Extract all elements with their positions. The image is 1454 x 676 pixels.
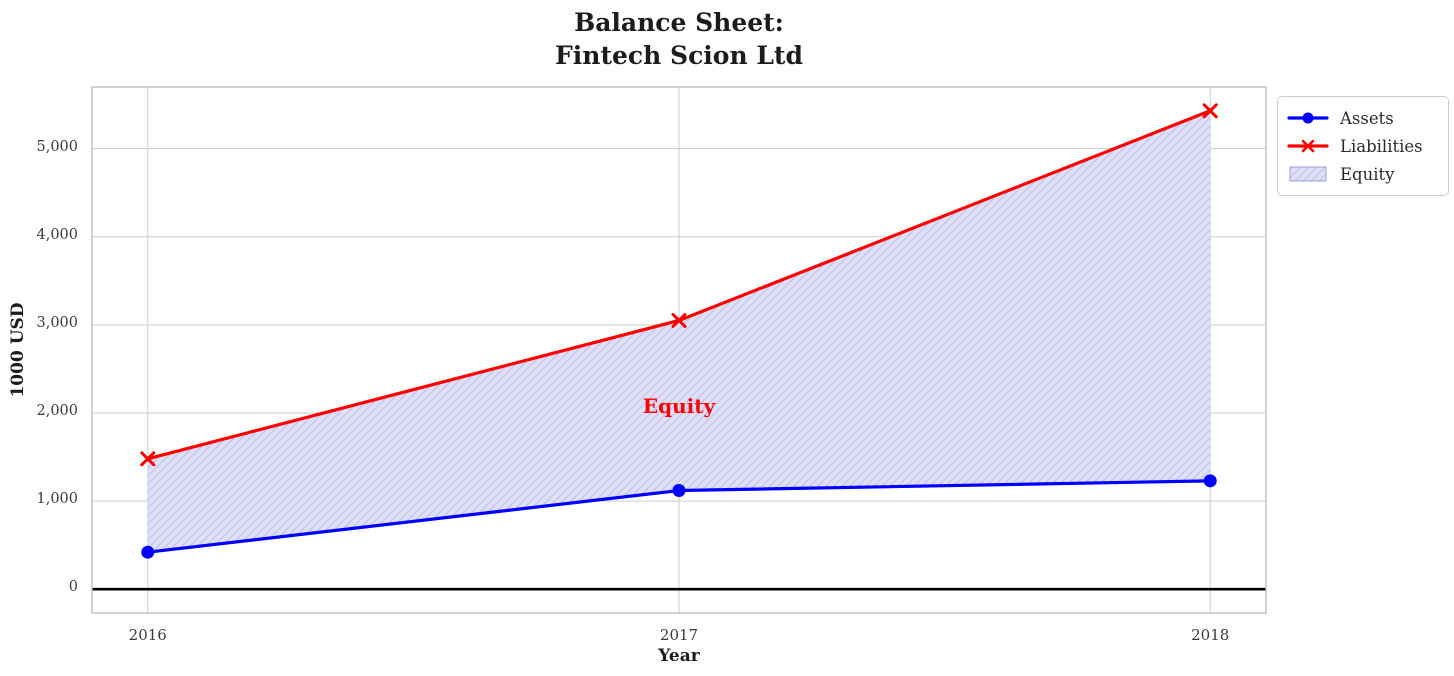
legend-swatch-equity xyxy=(1289,166,1327,182)
plot-border xyxy=(91,86,1267,614)
x-tick-label: 2016 xyxy=(128,626,167,644)
y-tick-label: 2,000 xyxy=(36,402,78,419)
y-tick-label: 5,000 xyxy=(36,138,78,155)
legend: Assets Liabilities Equity xyxy=(1277,96,1449,196)
legend-label-equity: Equity xyxy=(1340,164,1395,184)
legend-item-assets: Assets xyxy=(1287,104,1440,132)
assets-marker xyxy=(1203,474,1217,488)
legend-label-assets: Assets xyxy=(1340,108,1394,128)
chart-title-line1: Balance Sheet: xyxy=(574,8,784,37)
liabilities-marker xyxy=(671,312,687,328)
chart-title-line2: Fintech Scion Ltd xyxy=(555,41,803,70)
x-tick-label: 2017 xyxy=(659,626,699,644)
liabilities-marker xyxy=(1202,103,1218,119)
y-tick-label: 4,000 xyxy=(36,226,78,243)
legend-label-liabilities: Liabilities xyxy=(1340,136,1423,156)
liabilities-marker xyxy=(140,451,156,467)
legend-swatch-liabilities xyxy=(1287,139,1329,153)
assets-marker xyxy=(672,484,686,498)
y-tick-label: 3,000 xyxy=(36,314,78,331)
chart-title: Balance Sheet: Fintech Scion Ltd xyxy=(92,6,1266,72)
y-tick-label: 1,000 xyxy=(36,491,78,508)
legend-swatch-assets xyxy=(1287,112,1329,124)
assets-marker xyxy=(141,545,155,559)
equity-fill-area xyxy=(147,110,1211,553)
legend-item-liabilities: Liabilities xyxy=(1287,132,1440,160)
x-axis-label: Year xyxy=(658,646,700,666)
equity-annotation: Equity xyxy=(642,393,716,418)
y-tick-label: 0 xyxy=(68,579,78,596)
legend-item-equity: Equity xyxy=(1287,160,1440,188)
x-tick-label: 2018 xyxy=(1191,626,1230,644)
